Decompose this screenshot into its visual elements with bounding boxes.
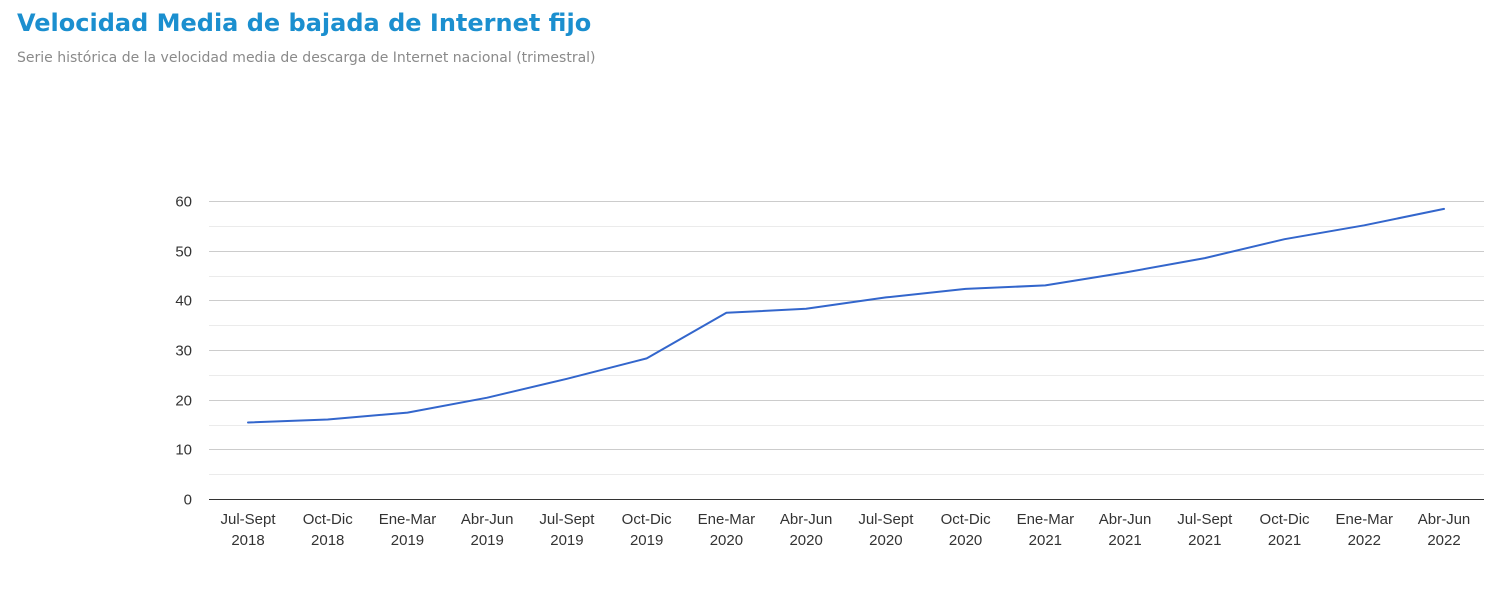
x-tick-label-year: 2020 bbox=[949, 532, 982, 549]
data-point bbox=[1044, 284, 1046, 286]
x-tick-label-period: Jul-Sept bbox=[539, 511, 595, 528]
x-tick-label: Ene-Mar 2019 bbox=[379, 511, 437, 549]
x-tick-label-year: 2022 bbox=[1427, 532, 1460, 549]
x-tick-label-year: 2020 bbox=[710, 532, 743, 549]
x-tick-label-year: 2018 bbox=[231, 532, 264, 549]
data-point bbox=[646, 357, 648, 359]
data-point bbox=[725, 312, 727, 314]
x-tick-label-period: Oct-Dic bbox=[303, 511, 353, 528]
x-tick-label: Abr-Jun 2020 bbox=[780, 511, 833, 549]
x-tick-label-year: 2020 bbox=[869, 532, 902, 549]
x-tick-label-year: 2021 bbox=[1188, 532, 1221, 549]
data-point bbox=[1124, 272, 1126, 274]
y-tick-label: 30 bbox=[175, 343, 192, 360]
chart-subtitle: Serie histórica de la velocidad media de… bbox=[17, 50, 596, 66]
x-tick-label-period: Oct-Dic bbox=[941, 511, 991, 528]
x-tick-label-period: Abr-Jun bbox=[1418, 511, 1471, 528]
data-point bbox=[1284, 238, 1286, 240]
x-tick-label: Jul-Sept 2019 bbox=[539, 511, 595, 549]
x-tick-label-year: 2019 bbox=[550, 532, 583, 549]
data-point bbox=[885, 296, 887, 298]
x-tick-label-period: Abr-Jun bbox=[461, 511, 514, 528]
y-tick-label: 60 bbox=[175, 194, 192, 211]
x-tick-label-year: 2020 bbox=[789, 532, 822, 549]
series-layer bbox=[247, 207, 1445, 424]
x-tick-label-period: Oct-Dic bbox=[1260, 511, 1310, 528]
x-tick-label-period: Ene-Mar bbox=[698, 511, 756, 528]
data-point bbox=[566, 378, 568, 380]
x-tick-label-year: 2019 bbox=[630, 532, 663, 549]
x-tick-label: Abr-Jun 2019 bbox=[461, 511, 514, 549]
data-point bbox=[327, 419, 329, 421]
data-point bbox=[486, 397, 488, 399]
x-tick-label-year: 2021 bbox=[1268, 532, 1301, 549]
x-tick-label-year: 2019 bbox=[391, 532, 424, 549]
data-point bbox=[1443, 208, 1445, 210]
y-tick-label: 40 bbox=[175, 293, 192, 310]
x-tick-label: Oct-Dic 2018 bbox=[303, 511, 353, 549]
data-point bbox=[805, 308, 807, 310]
x-tick-label: Ene-Mar 2021 bbox=[1017, 511, 1075, 549]
x-tick-label-period: Oct-Dic bbox=[622, 511, 672, 528]
x-tick-label-period: Abr-Jun bbox=[780, 511, 833, 528]
x-tick-label: Abr-Jun 2022 bbox=[1418, 511, 1471, 549]
x-tick-label-year: 2019 bbox=[471, 532, 504, 549]
y-tick-label: 50 bbox=[175, 244, 192, 261]
x-tick-label-period: Ene-Mar bbox=[379, 511, 437, 528]
x-tick-label-period: Ene-Mar bbox=[1336, 511, 1394, 528]
x-tick-label-period: Ene-Mar bbox=[1017, 511, 1075, 528]
y-tick-label: 20 bbox=[175, 393, 192, 410]
chart-header: Velocidad Media de bajada de Internet fi… bbox=[17, 6, 1417, 68]
data-point bbox=[1363, 224, 1365, 226]
gridlines bbox=[209, 201, 1484, 475]
y-axis: 0 10 20 30 40 50 60 bbox=[175, 194, 192, 509]
x-tick-label-period: Abr-Jun bbox=[1099, 511, 1152, 528]
data-point bbox=[1204, 257, 1206, 259]
x-tick-label: Oct-Dic 2020 bbox=[941, 511, 991, 549]
x-tick-label-period: Jul-Sept bbox=[858, 511, 914, 528]
x-tick-label: Jul-Sept 2020 bbox=[858, 511, 914, 549]
x-tick-label: Oct-Dic 2021 bbox=[1260, 511, 1310, 549]
x-tick-label-year: 2022 bbox=[1348, 532, 1381, 549]
y-tick-label: 10 bbox=[175, 442, 192, 459]
series-line bbox=[247, 207, 1445, 424]
x-tick-label-period: Jul-Sept bbox=[1177, 511, 1233, 528]
x-tick-label-period: Jul-Sept bbox=[220, 511, 276, 528]
x-tick-label-year: 2018 bbox=[311, 532, 344, 549]
data-point bbox=[965, 288, 967, 290]
x-tick-label-year: 2021 bbox=[1029, 532, 1062, 549]
chart-title: Velocidad Media de bajada de Internet fi… bbox=[17, 9, 592, 37]
x-tick-label: Oct-Dic 2019 bbox=[622, 511, 672, 549]
x-tick-label: Ene-Mar 2020 bbox=[698, 511, 756, 549]
y-tick-label: 0 bbox=[184, 492, 192, 509]
x-tick-label: Ene-Mar 2022 bbox=[1336, 511, 1394, 549]
x-tick-label: Jul-Sept 2021 bbox=[1177, 511, 1233, 549]
x-tick-label: Jul-Sept 2018 bbox=[220, 511, 276, 549]
data-point bbox=[247, 422, 249, 424]
x-tick-label: Abr-Jun 2021 bbox=[1099, 511, 1152, 549]
x-tick-label-year: 2021 bbox=[1108, 532, 1141, 549]
data-point bbox=[407, 412, 409, 414]
